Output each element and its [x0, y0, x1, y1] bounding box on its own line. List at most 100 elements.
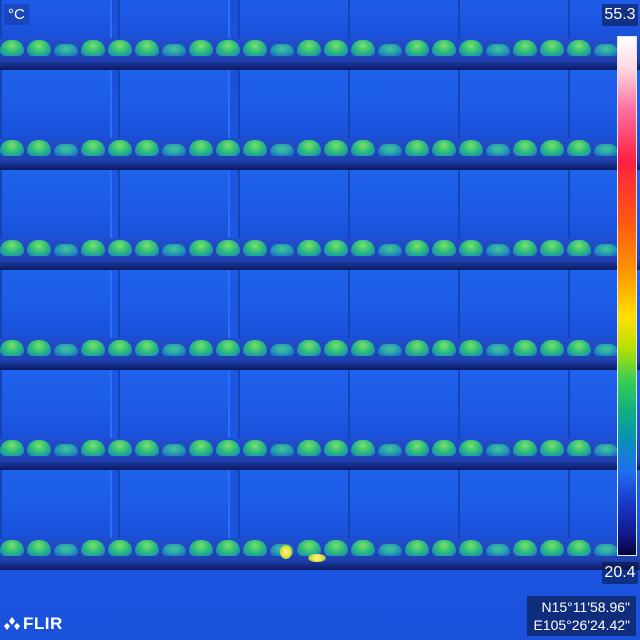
solar-panel — [458, 0, 570, 38]
solar-panel — [348, 0, 460, 38]
panel-row — [0, 470, 640, 570]
warm-cell-segment — [0, 340, 24, 356]
warm-cell-segment — [432, 240, 456, 256]
warm-cell-segment — [162, 244, 186, 256]
solar-panel — [118, 370, 230, 438]
gps-latitude: N15°11'58.96" — [541, 599, 631, 615]
warm-cell-segment — [567, 40, 591, 56]
warm-cell-segment — [513, 240, 537, 256]
warm-cell-segment — [513, 40, 537, 56]
warm-cell-segment — [351, 340, 375, 356]
warm-cell-segment — [594, 444, 618, 456]
warm-cell-segment — [405, 240, 429, 256]
solar-panel — [0, 370, 112, 438]
scale-max-value: 55.3 — [602, 4, 638, 26]
warm-cell-segment — [135, 140, 159, 156]
warm-cell-segment — [513, 440, 537, 456]
warm-cell-segment — [216, 240, 240, 256]
warm-cell-segment — [351, 240, 375, 256]
warm-cell-segment — [189, 140, 213, 156]
gps-longitude: E105°26'24.42" — [533, 617, 630, 633]
warm-cell-segment — [189, 240, 213, 256]
warm-cell-segment — [162, 444, 186, 456]
warm-cell-segment — [378, 44, 402, 56]
warm-cell-segment — [216, 40, 240, 56]
warm-cell-segment — [567, 540, 591, 556]
warm-cell-segment — [81, 340, 105, 356]
warm-cell-segment — [54, 244, 78, 256]
warm-cell-segment — [432, 140, 456, 156]
warm-cell-segment — [567, 240, 591, 256]
warm-cell-segment — [297, 140, 321, 156]
gps-coordinates: N15°11'58.96" E105°26'24.42" — [527, 596, 636, 636]
warm-cell-segment — [432, 540, 456, 556]
warm-cell-segment — [135, 240, 159, 256]
hotspot — [280, 545, 292, 559]
warm-cell-segment — [297, 540, 321, 556]
warm-cell-segment — [459, 440, 483, 456]
warm-cell-segment — [351, 440, 375, 456]
brand-name: FLIR — [23, 614, 63, 633]
panel-row — [0, 0, 640, 70]
temperature-unit-label: °C — [4, 4, 29, 25]
warm-cell-segment — [459, 140, 483, 156]
solar-panel — [458, 470, 570, 538]
solar-panel — [348, 370, 460, 438]
warm-cell-segment — [216, 540, 240, 556]
warm-cell-segment — [297, 40, 321, 56]
panel-row — [0, 70, 640, 170]
solar-panel — [238, 0, 350, 38]
warm-cell-segment — [27, 40, 51, 56]
warm-cell-segment — [324, 440, 348, 456]
warm-cell-segment — [54, 444, 78, 456]
warm-cell-segment — [459, 540, 483, 556]
solar-panel — [238, 470, 350, 538]
warm-cell-segment — [27, 240, 51, 256]
warm-cell-segment — [135, 440, 159, 456]
warm-cell-segment — [594, 44, 618, 56]
panel-row — [0, 270, 640, 370]
brand-logo: FLIR — [4, 614, 63, 634]
warm-cell-segment — [459, 240, 483, 256]
warm-cell-segment — [567, 140, 591, 156]
warm-cell-segment — [189, 540, 213, 556]
solar-panel — [238, 170, 350, 238]
warm-cell-segment — [432, 40, 456, 56]
panel-row — [0, 370, 640, 470]
warm-cell-segment — [540, 540, 564, 556]
warm-cell-segment — [378, 244, 402, 256]
warm-cell-segment — [27, 140, 51, 156]
warm-cell-segment — [243, 240, 267, 256]
warm-cell-segment — [594, 144, 618, 156]
warm-cell-segment — [216, 440, 240, 456]
warm-cell-segment — [351, 540, 375, 556]
flir-logo-icon — [4, 617, 20, 630]
warm-cell-segment — [108, 140, 132, 156]
solar-panel — [238, 270, 350, 338]
warm-cell-segment — [297, 240, 321, 256]
warm-cell-segment — [513, 340, 537, 356]
warm-cell-segment — [378, 544, 402, 556]
warm-cell-segment — [0, 140, 24, 156]
warm-cell-segment — [594, 344, 618, 356]
warm-cell-segment — [594, 244, 618, 256]
warm-cell-segment — [54, 144, 78, 156]
warm-cell-segment — [513, 140, 537, 156]
warm-cell-segment — [432, 340, 456, 356]
warm-cell-segment — [81, 40, 105, 56]
warm-cell-segment — [405, 340, 429, 356]
warm-cell-segment — [216, 140, 240, 156]
warm-cell-segment — [81, 440, 105, 456]
warm-cell-segment — [486, 44, 510, 56]
panel-row — [0, 170, 640, 270]
warm-cell-segment — [432, 440, 456, 456]
solar-panel — [458, 70, 570, 138]
warm-cell-segment — [162, 44, 186, 56]
warm-cell-segment — [27, 440, 51, 456]
warm-cell-segment — [135, 340, 159, 356]
solar-panel — [458, 270, 570, 338]
warm-cell-segment — [108, 240, 132, 256]
solar-panel — [348, 170, 460, 238]
warm-cell-segment — [270, 344, 294, 356]
